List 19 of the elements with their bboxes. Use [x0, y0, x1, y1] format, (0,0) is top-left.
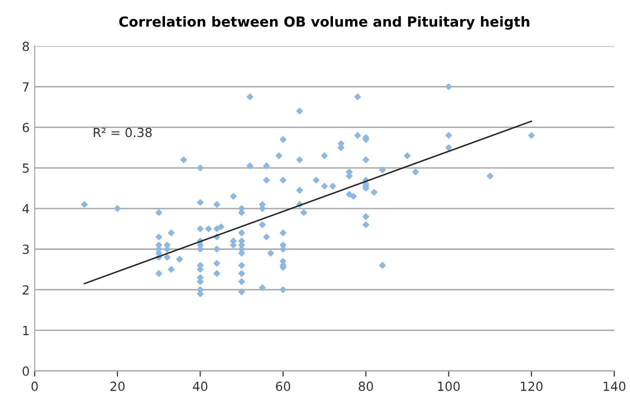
y-tick-label: 4 [22, 204, 30, 214]
y-tick-label: 0 [22, 366, 29, 376]
y-tick-label: 7 [22, 82, 29, 92]
x-tick-label: 80 [358, 382, 373, 392]
y-tick-label: 1 [23, 326, 29, 336]
x-tick-label: 140 [604, 382, 626, 392]
annotation: R² = 0.38 [94, 128, 152, 138]
chart-title: Correlation between OB volume and Pituitary heigth [119, 16, 530, 30]
y-tick-label: 3 [22, 244, 29, 254]
x-tick-label: 60 [276, 382, 290, 392]
x-tick-label: 100 [438, 382, 460, 392]
x-tick-label: 40 [192, 382, 208, 392]
y-tick-label: 8 [22, 42, 29, 52]
x-tick-label: 20 [110, 382, 125, 392]
y-tick-label: 2 [22, 285, 29, 294]
x-tick-label: 120 [520, 382, 543, 392]
y-tick-label: 5 [22, 164, 29, 173]
x-tick-label: 0 [32, 382, 38, 392]
y-tick-label: 6 [22, 122, 29, 132]
